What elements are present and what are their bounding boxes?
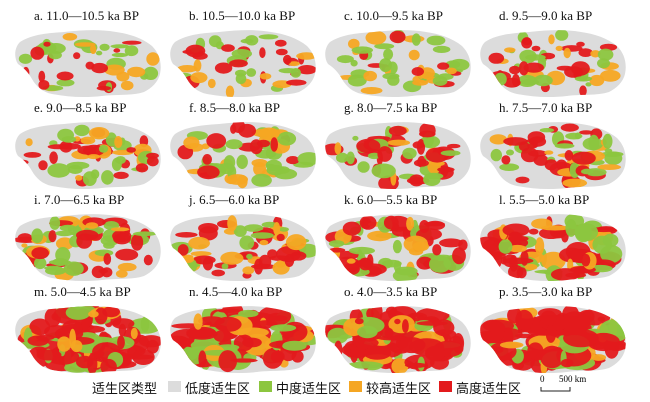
map-panel: e. 9.0—8.5 ka BP — [8, 100, 168, 193]
scale-distance-label: 500 km — [559, 374, 587, 384]
map-panel: g. 8.0—7.5 ka BP — [318, 100, 478, 193]
suitability-map — [170, 214, 316, 282]
map-panel-label: j. 6.5—6.0 ka BP — [189, 192, 280, 207]
map-panel: c. 10.0—9.5 ka BP — [318, 8, 478, 101]
suitability-patches — [15, 124, 159, 187]
map-panel: f. 8.5—8.0 ka BP — [163, 100, 323, 193]
legend-label-very-high: 高度适生区 — [456, 382, 522, 397]
suitability-map — [325, 122, 471, 190]
suitability-map — [15, 306, 161, 374]
legend-swatch-very-high — [439, 381, 452, 392]
map-panel-label: h. 7.5—7.0 ka BP — [499, 100, 593, 115]
suitability-map — [170, 122, 316, 190]
legend-label-high: 较高适生区 — [366, 382, 432, 397]
suitability-patches — [170, 306, 316, 373]
suitability-patches — [336, 30, 470, 95]
legend: 适生区类型 低度适生区 中度适生区 较高适生区 高度适生区 — [0, 376, 650, 400]
map-panel-label: g. 8.0—7.5 ka BP — [344, 100, 438, 115]
map-panel: k. 6.0—5.5 ka BP — [318, 192, 478, 285]
map-panel: d. 9.5—9.0 ka BP — [473, 8, 633, 101]
suitability-map — [325, 214, 471, 282]
suitability-patches — [176, 34, 316, 98]
legend-label-medium: 中度适生区 — [276, 382, 342, 397]
suitability-map — [15, 122, 161, 190]
suitability-map — [15, 214, 161, 282]
map-panel-label: k. 6.0—5.5 ka BP — [344, 192, 438, 207]
map-panel: j. 6.5—6.0 ka BP — [163, 192, 323, 285]
map-panel: o. 4.0—3.5 ka BP — [318, 284, 478, 377]
suitability-patches — [480, 214, 623, 282]
suitability-patches — [325, 306, 465, 374]
suitability-map — [170, 30, 316, 98]
suitability-patches — [488, 30, 621, 97]
map-panel-label: d. 9.5—9.0 ka BP — [499, 8, 593, 23]
suitability-map — [325, 306, 471, 374]
legend-label-low: 低度适生区 — [185, 382, 251, 397]
suitability-map — [170, 306, 316, 374]
suitability-map — [480, 122, 626, 190]
map-panel: i. 7.0—6.5 ka BP — [8, 192, 168, 285]
suitability-map — [480, 30, 626, 98]
suitability-patches — [17, 306, 161, 374]
suitability-patches — [489, 123, 624, 188]
map-panel: a. 11.0—10.5 ka BP — [8, 8, 168, 101]
legend-swatch-high — [349, 381, 362, 392]
legend-swatch-medium — [259, 381, 272, 392]
legend-title: 适生区类型 — [92, 382, 158, 397]
suitability-patches — [325, 122, 461, 190]
legend-swatch-low — [168, 381, 181, 392]
suitability-patches — [18, 33, 160, 94]
map-panel: l. 5.5—5.0 ka BP — [473, 192, 633, 285]
map-panel: h. 7.5—7.0 ka BP — [473, 100, 633, 193]
scale-zero-label: 0 — [540, 374, 545, 384]
map-panel-label: o. 4.0—3.5 ka BP — [344, 284, 438, 299]
map-panel-label: n. 4.5—4.0 ka BP — [189, 284, 283, 299]
map-panel-label: l. 5.5—5.0 ka BP — [499, 192, 590, 207]
scale-bar: 0 500 km — [540, 374, 630, 398]
map-panel: m. 5.0—4.5 ka BP — [8, 284, 168, 377]
suitability-map — [480, 306, 626, 374]
suitability-map — [325, 30, 471, 98]
suitability-patches — [170, 215, 316, 279]
scale-bar-line — [540, 387, 571, 392]
suitability-patches — [177, 122, 316, 189]
map-panel-label: b. 10.5—10.0 ka BP — [189, 8, 296, 23]
map-panel-label: i. 7.0—6.5 ka BP — [34, 192, 125, 207]
suitability-map — [480, 214, 626, 282]
map-panel-label: a. 11.0—10.5 ka BP — [34, 8, 139, 23]
map-panel-label: p. 3.5—3.0 ka BP — [499, 284, 593, 299]
suitability-patches — [325, 215, 468, 282]
map-panel-label: m. 5.0—4.5 ka BP — [34, 284, 131, 299]
map-panel-label: c. 10.0—9.5 ka BP — [344, 8, 443, 23]
map-panel-label: f. 8.5—8.0 ka BP — [189, 100, 280, 115]
map-panel: p. 3.5—3.0 ka BP — [473, 284, 633, 377]
map-panel: n. 4.5—4.0 ka BP — [163, 284, 323, 377]
suitability-map — [15, 30, 161, 98]
map-panel-label: e. 9.0—8.5 ka BP — [34, 100, 127, 115]
map-panel: b. 10.5—10.0 ka BP — [163, 8, 323, 101]
